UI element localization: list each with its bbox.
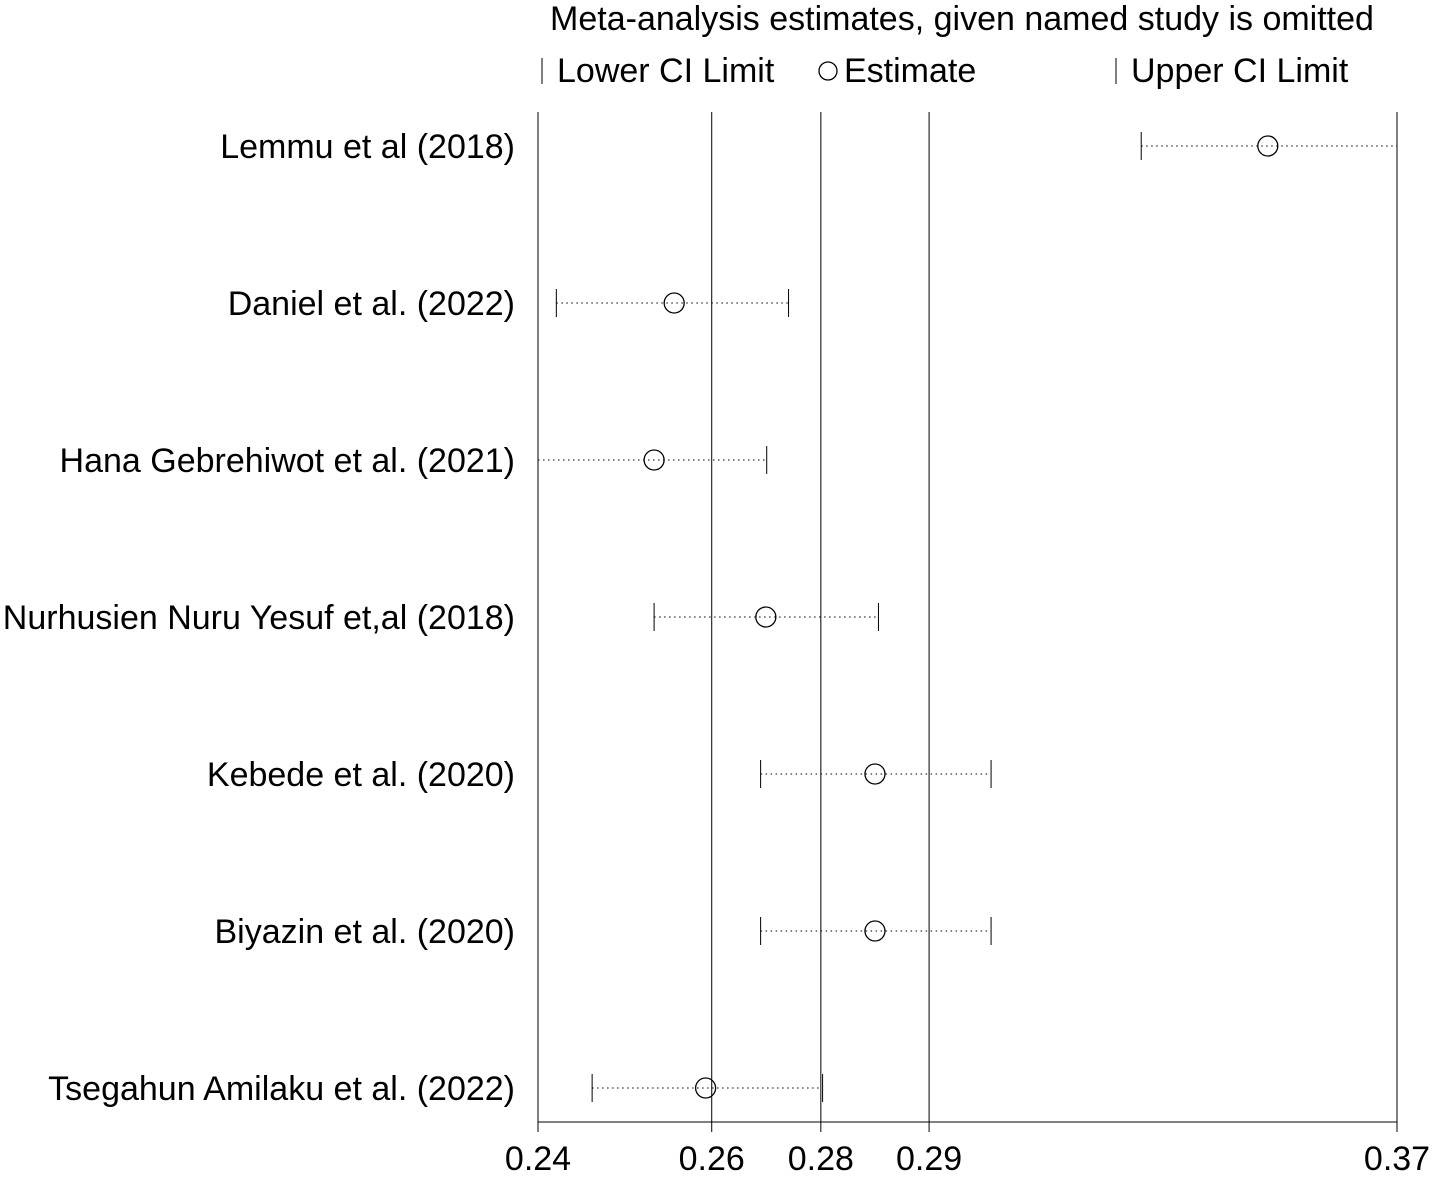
study-label: Lemmu et al (2018)	[220, 128, 515, 166]
estimate-point	[1257, 135, 1279, 157]
x-tick-label: 0.29	[896, 1140, 962, 1178]
estimate-point	[694, 1077, 717, 1099]
legend-lower-label: Lower CI Limit	[557, 52, 775, 90]
plot-area: 0.24 0.26 0.28 0.29 0.37 Lemmu et al (2018) Da…	[3, 112, 1430, 1178]
study-label: Daniel et al. (2022)	[228, 285, 515, 323]
x-tick-label: 0.26	[679, 1140, 745, 1178]
legend: Lower CI Limit Estimate Upper CI Limit	[541, 52, 1349, 90]
study-label: Tsegahun Amilaku et al. (2022)	[48, 1070, 515, 1108]
study-label: Biyazin et al. (2020)	[215, 913, 516, 951]
estimate-point	[864, 763, 886, 785]
x-tick-label: 0.37	[1364, 1140, 1430, 1178]
chart-title: Meta-analysis estimates, given named stu…	[550, 0, 1374, 38]
legend-upper-label: Upper CI Limit	[1131, 52, 1349, 90]
estimate-point	[643, 449, 665, 471]
estimate-point	[755, 606, 777, 628]
study-label: Nurhusien Nuru Yesuf et,al (2018)	[3, 599, 515, 637]
x-tick-label: 0.28	[788, 1140, 854, 1178]
legend-estimate-label: Estimate	[844, 52, 976, 90]
study-label: Kebede et al. (2020)	[207, 756, 515, 794]
estimate-point	[663, 292, 685, 314]
estimate-point	[864, 920, 886, 942]
legend-estimate-marker	[818, 61, 838, 81]
x-tick-label: 0.24	[505, 1140, 571, 1178]
study-label: Hana Gebrehiwot et al. (2021)	[60, 442, 515, 480]
